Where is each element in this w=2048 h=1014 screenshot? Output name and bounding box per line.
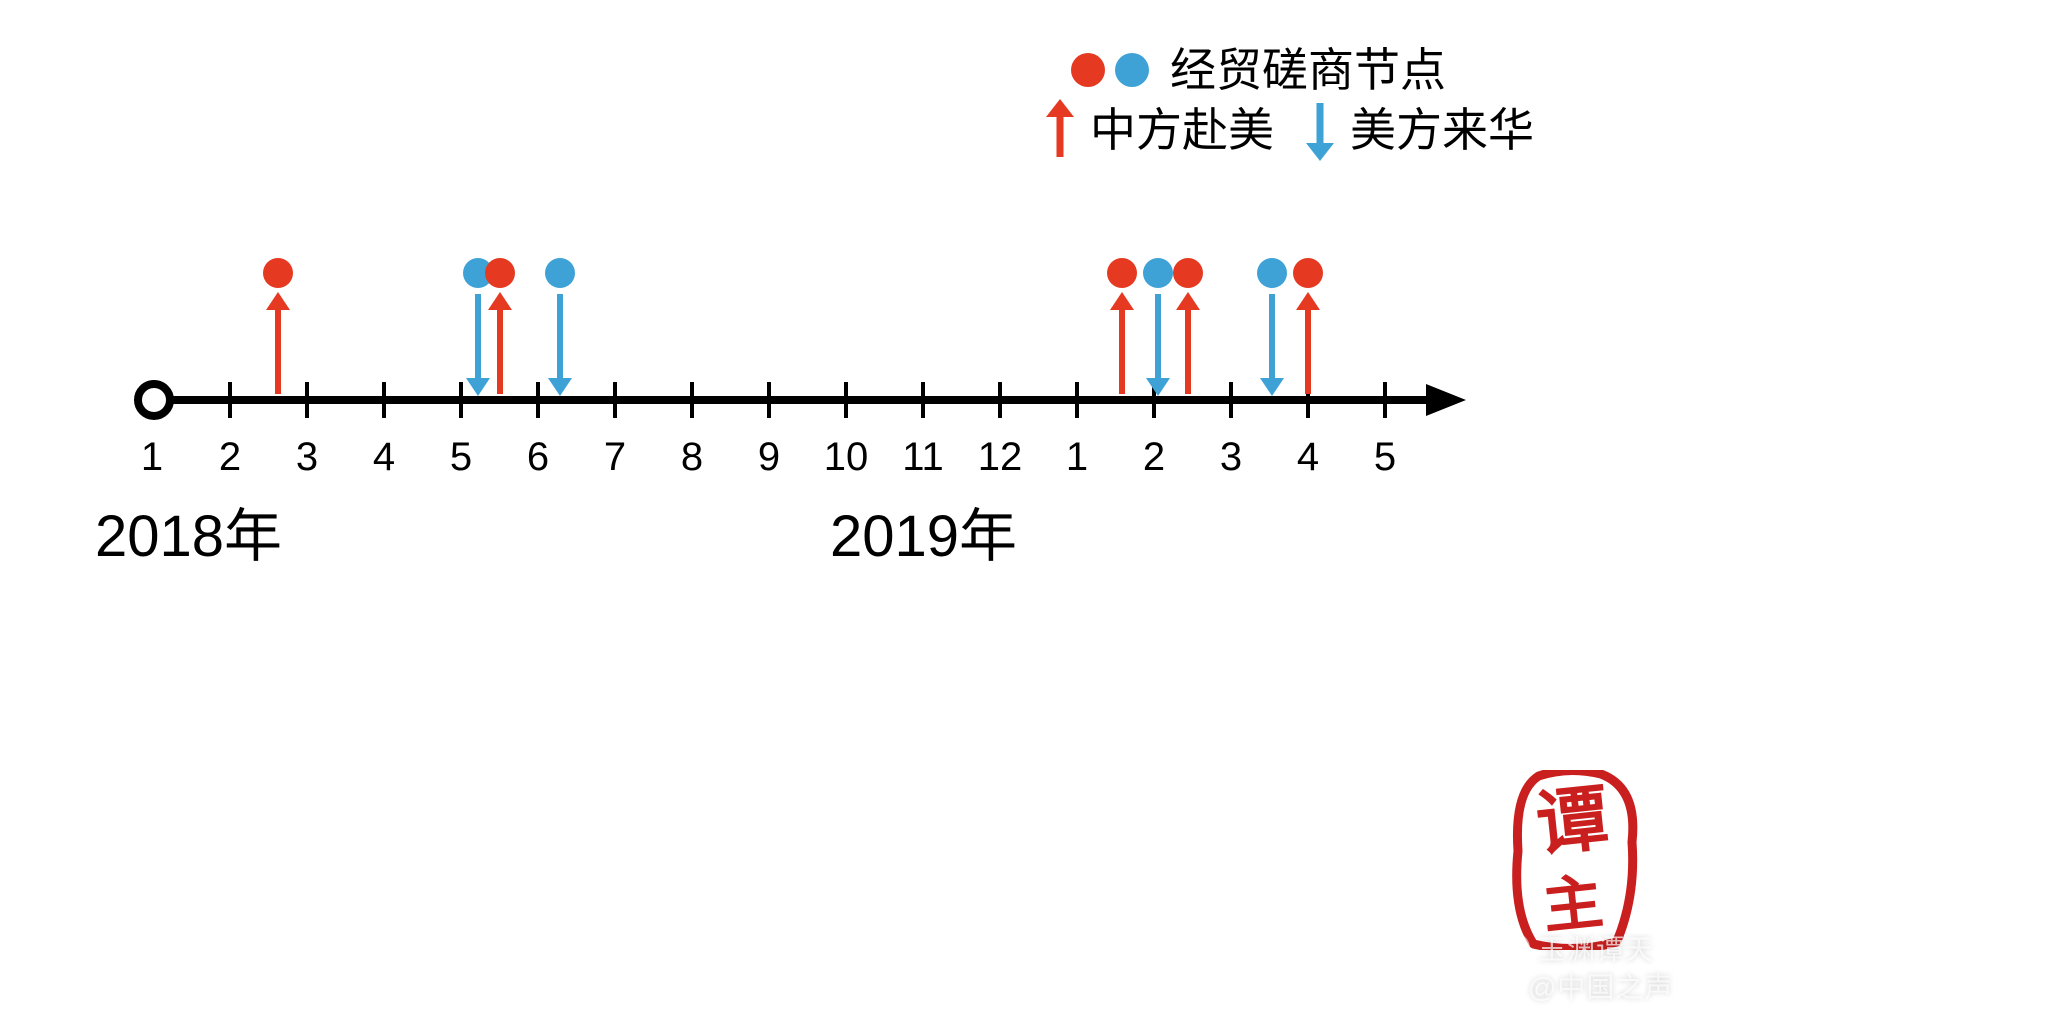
svg-text:7: 7 xyxy=(604,435,626,479)
svg-text:5: 5 xyxy=(1374,435,1396,479)
svg-text:美方来华: 美方来华 xyxy=(1350,104,1534,156)
svg-text:6: 6 xyxy=(527,435,549,479)
svg-text:4: 4 xyxy=(373,435,395,479)
svg-text:2: 2 xyxy=(219,435,241,479)
svg-text:8: 8 xyxy=(681,435,703,479)
svg-text:9: 9 xyxy=(758,435,780,479)
svg-text:3: 3 xyxy=(296,435,318,479)
svg-text:经贸磋商节点: 经贸磋商节点 xyxy=(1170,44,1446,96)
svg-text:2: 2 xyxy=(1143,435,1165,479)
timeline-svg: 经贸磋商节点中方赴美美方来华123456789101112123452018年2… xyxy=(0,0,2048,1014)
svg-text:1: 1 xyxy=(1066,435,1088,479)
svg-text:1: 1 xyxy=(141,435,163,479)
author-seal: 谭主 xyxy=(1510,770,1640,950)
svg-text:12: 12 xyxy=(978,435,1023,479)
svg-text:3: 3 xyxy=(1220,435,1242,479)
svg-text:11: 11 xyxy=(902,435,944,479)
svg-text:中方赴美: 中方赴美 xyxy=(1090,104,1274,156)
svg-text:谭: 谭 xyxy=(1532,778,1612,865)
timeline-infographic: 经贸磋商节点中方赴美美方来华123456789101112123452018年2… xyxy=(0,0,2048,1014)
svg-text:2019年: 2019年 xyxy=(830,504,1017,569)
svg-text:2018年: 2018年 xyxy=(95,504,282,569)
svg-text:5: 5 xyxy=(450,435,472,479)
svg-text:4: 4 xyxy=(1297,435,1319,479)
svg-text:10: 10 xyxy=(824,435,869,479)
